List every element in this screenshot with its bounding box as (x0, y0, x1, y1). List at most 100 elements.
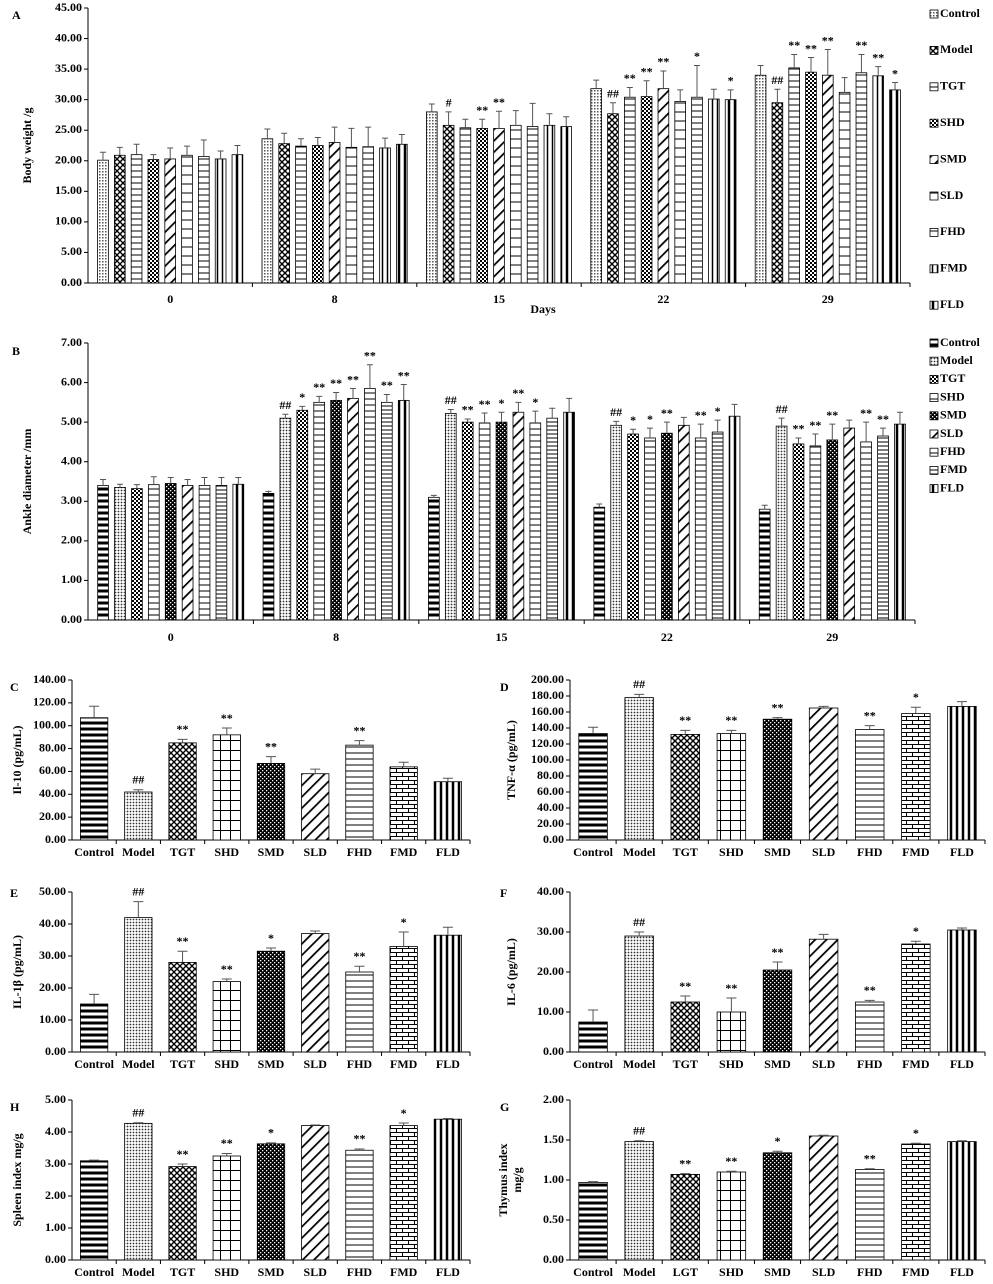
legend-swatch (929, 447, 939, 457)
error-bar (646, 427, 653, 438)
error-bar (875, 66, 882, 76)
error-bar (778, 417, 785, 427)
bar (313, 401, 326, 621)
error-bar (299, 405, 306, 411)
legend-label: FHD (940, 444, 966, 458)
bar (124, 1122, 153, 1261)
x-tick-label: SHD (719, 845, 744, 859)
error-bar (680, 416, 687, 426)
bar (728, 415, 741, 621)
x-tick-label: Control (573, 1265, 613, 1279)
y-tick-label: 2.00 (61, 533, 82, 547)
bar (716, 1011, 747, 1053)
legend-swatch (929, 429, 939, 439)
x-tick-label: 8 (333, 630, 339, 644)
bar (301, 1125, 330, 1261)
y-tick-label: 3.00 (45, 1156, 66, 1170)
bar (279, 417, 292, 621)
panel-letter: B (12, 344, 20, 358)
bar (256, 1143, 286, 1261)
error-bar (221, 978, 232, 982)
x-tick-label: LGT (673, 1265, 698, 1279)
significance-label: * (401, 1106, 407, 1120)
error-bar (824, 49, 831, 76)
error-bar (807, 57, 814, 73)
bar (131, 488, 143, 621)
bar (381, 401, 393, 621)
significance-label: ** (864, 1152, 876, 1166)
x-tick-label: Control (74, 845, 114, 859)
bar (433, 934, 462, 1053)
significance-label: ** (493, 95, 505, 109)
bar (278, 143, 290, 284)
x-tick-label: Model (122, 1265, 155, 1279)
bar (901, 943, 931, 1053)
y-tick-label: 1.00 (543, 1172, 564, 1186)
significance-label: ** (809, 418, 821, 432)
x-tick-label: TGT (170, 845, 195, 859)
legend-swatch (929, 374, 939, 384)
error-bar (774, 88, 781, 103)
significance-label: ** (695, 408, 707, 422)
x-tick-label: SMD (764, 845, 791, 859)
bar (578, 733, 608, 841)
significance-label: ** (512, 386, 524, 400)
error-bar (462, 118, 469, 128)
x-tick-label: FLD (436, 845, 460, 859)
significance-label: ** (265, 739, 277, 753)
x-tick-label: 15 (496, 630, 508, 644)
error-bar (726, 1170, 737, 1172)
significance-label: ** (864, 983, 876, 997)
y-tick-label: 3.00 (61, 493, 82, 507)
bar (661, 432, 673, 621)
error-bar (184, 479, 191, 486)
significance-label: * (299, 390, 305, 404)
x-tick-label: Model (122, 845, 155, 859)
legend-swatch (929, 191, 939, 201)
error-bar (235, 477, 242, 485)
error-bar (643, 80, 650, 97)
panel: H Spleen index mg/g 0.00 1.00 2.00 3.00 4.00 5.… (10, 1092, 471, 1279)
x-tick-label: SHD (214, 1057, 239, 1071)
bar (808, 938, 839, 1053)
y-tick-label: 5.00 (61, 414, 82, 428)
error-bar (264, 128, 271, 139)
panel-letter: C (10, 680, 19, 694)
x-tick-label: FHD (347, 1057, 373, 1071)
significance-label: ## (132, 1105, 144, 1119)
bar (716, 733, 747, 841)
bar (168, 962, 197, 1053)
significance-label: ** (398, 368, 410, 382)
x-tick-label: FMD (902, 1265, 930, 1279)
x-tick-label: Control (573, 1057, 613, 1071)
panel: E IL-1β (pg/mL) 0.00 10.00 20.00 30.00 40.00 50… (10, 884, 471, 1071)
y-tick-label: 160.00 (531, 704, 564, 718)
significance-label: ** (725, 713, 737, 727)
error-bar (634, 693, 645, 698)
bar (124, 791, 153, 841)
error-bar (282, 413, 289, 419)
x-tick-label: FHD (347, 1265, 373, 1279)
bar (345, 971, 374, 1053)
x-tick-label: SLD (304, 845, 328, 859)
significance-label: ** (381, 378, 393, 392)
x-tick-label: SHD (214, 1265, 239, 1279)
significance-label: ** (347, 372, 359, 386)
bar (694, 437, 707, 621)
error-bar (680, 1173, 691, 1175)
error-bar (177, 1163, 188, 1167)
error-bar (634, 1140, 645, 1142)
error-bar (864, 1168, 875, 1170)
x-tick-label: 29 (822, 292, 834, 306)
error-bar (613, 420, 620, 426)
bar (889, 89, 901, 284)
legend-label: FMD (940, 462, 968, 476)
bar (775, 425, 788, 621)
significance-label: ** (177, 934, 189, 948)
error-bar (863, 421, 870, 442)
y-tick-label: 0.00 (45, 1252, 66, 1266)
y-tick-label: 0.50 (543, 1212, 564, 1226)
y-tick-label: 120.00 (531, 736, 564, 750)
error-bar (116, 146, 123, 156)
error-bar (445, 111, 452, 126)
